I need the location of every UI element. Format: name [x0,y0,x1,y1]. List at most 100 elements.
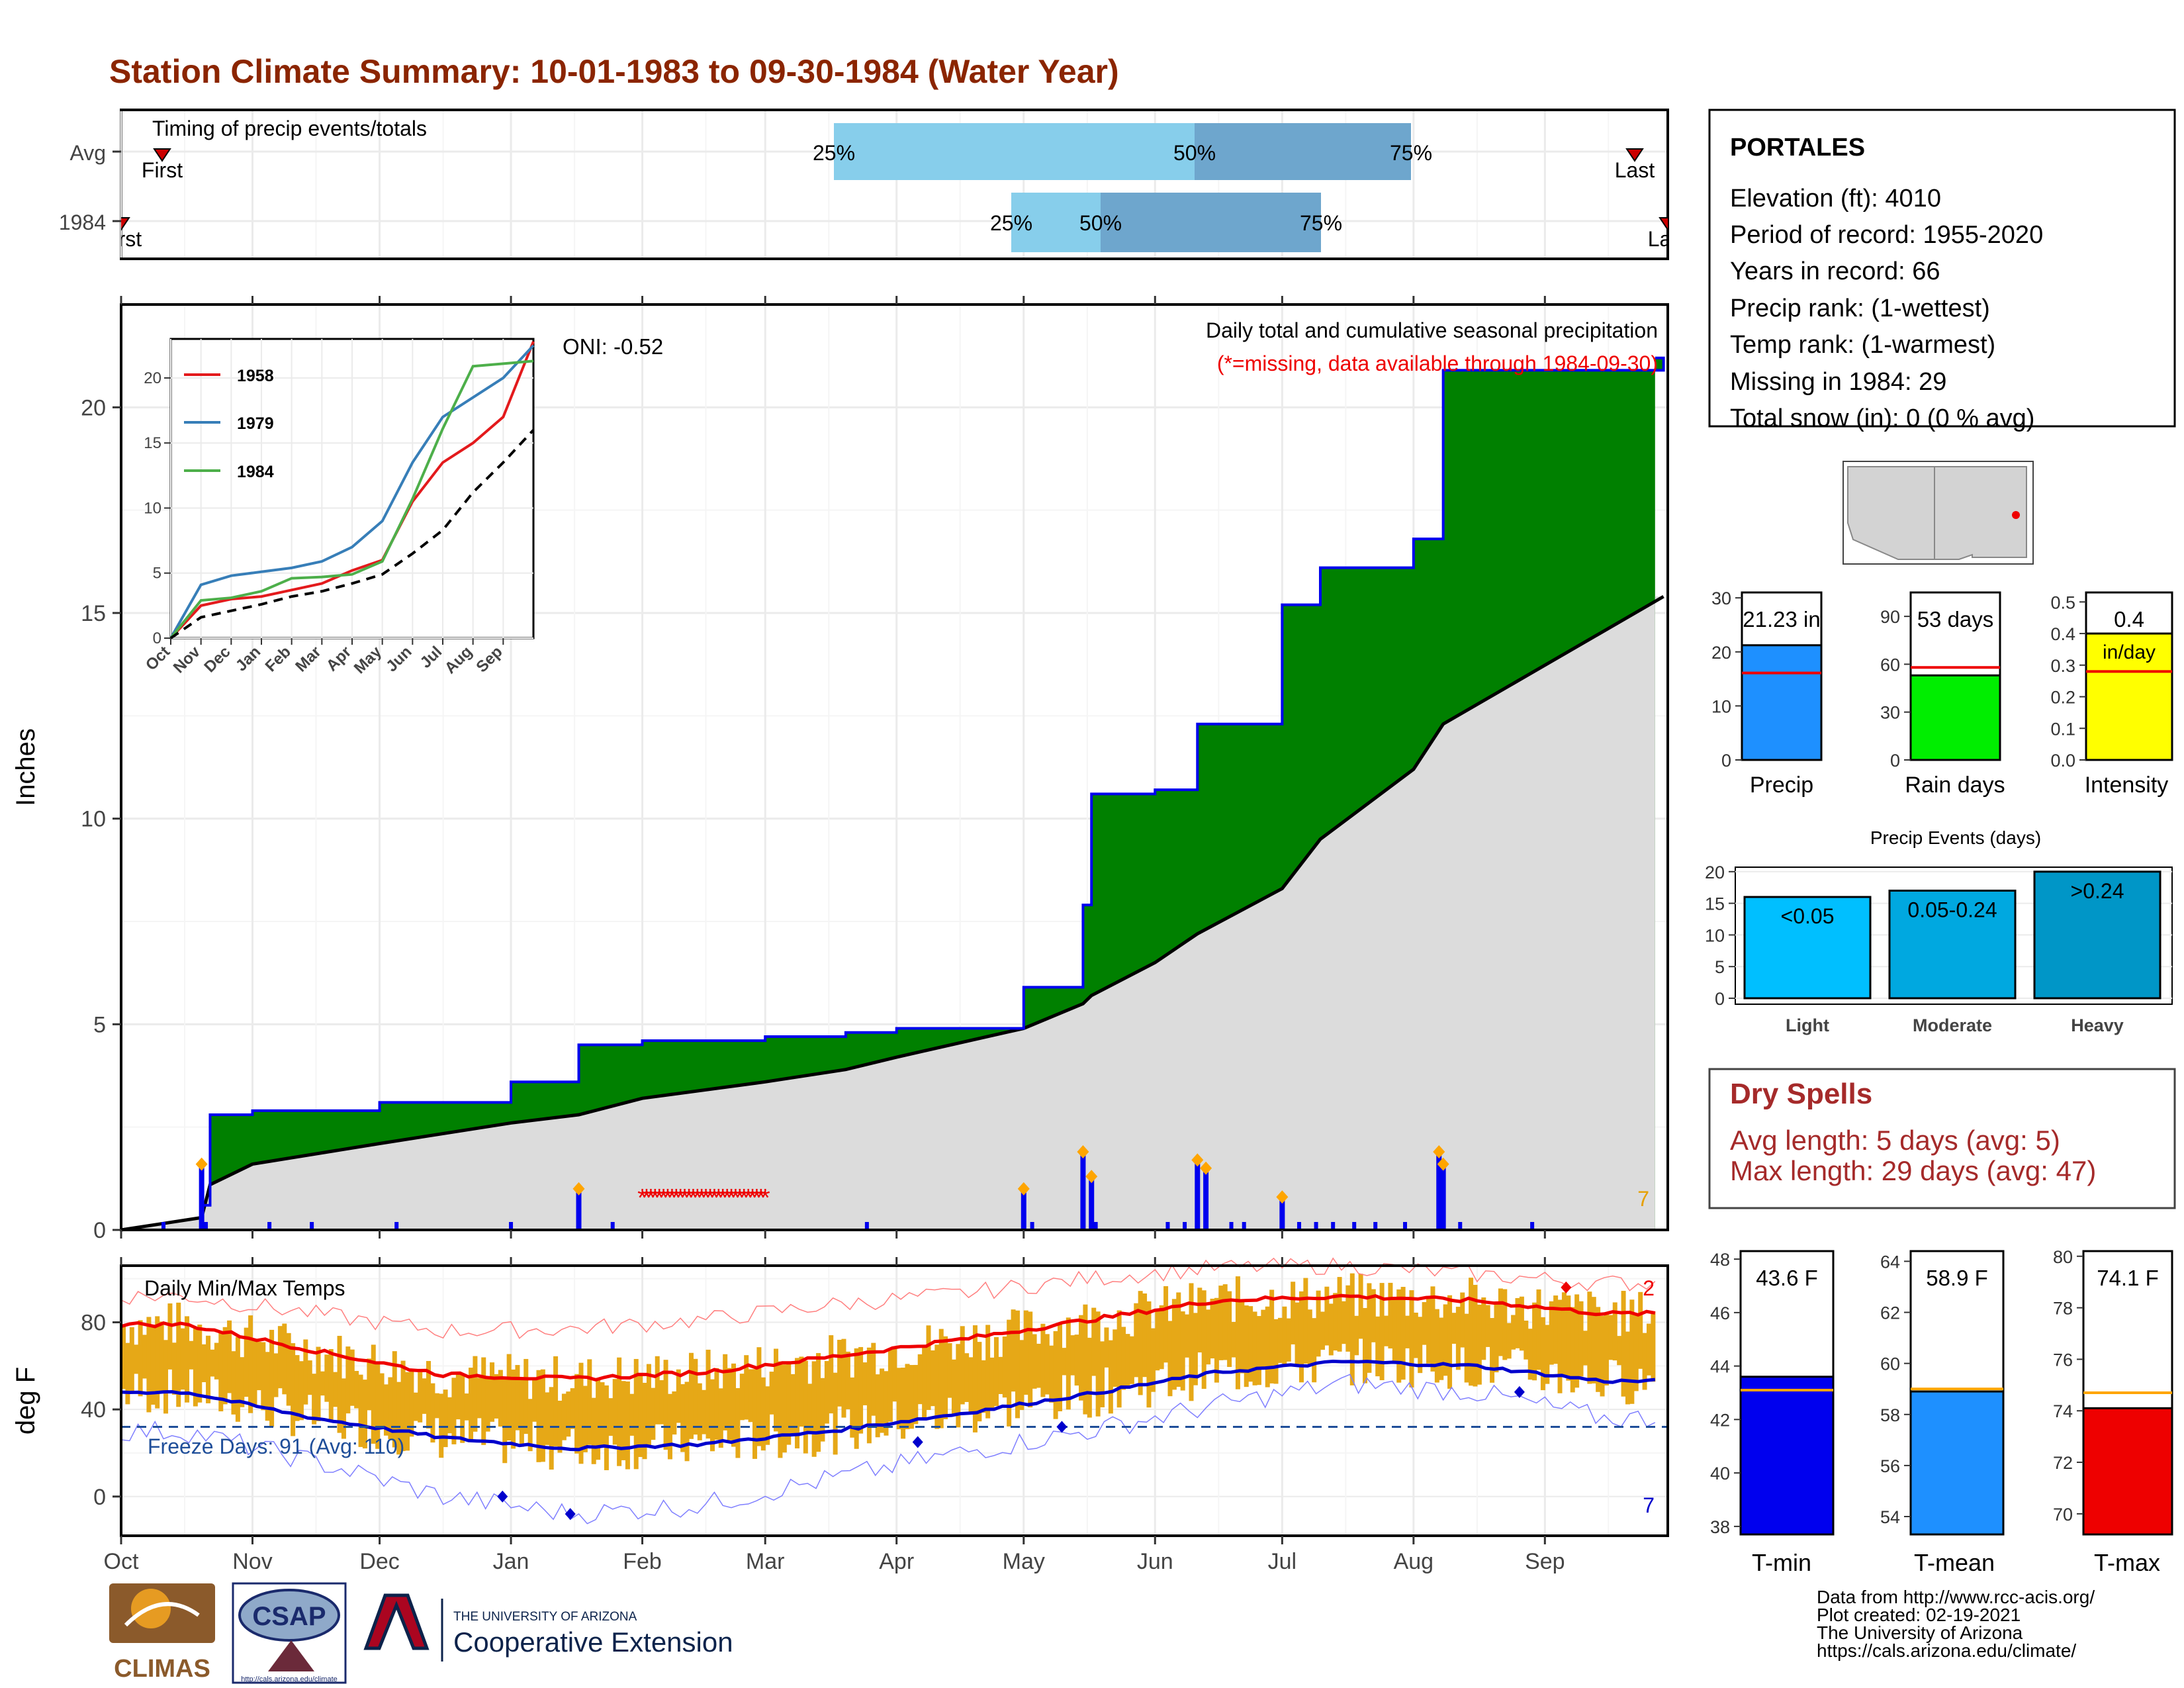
temp-daily-range-bar [765,1386,770,1445]
temp-daily-range-bar [1485,1305,1490,1347]
temp-daily-range-bar [684,1382,690,1462]
temp-daily-range-bar [422,1378,427,1414]
temp-daily-range-bar [718,1388,723,1448]
temp-daily-range-bar [1367,1283,1372,1373]
temp-daily-range-bar [1197,1288,1203,1353]
station-years: Years in record: 66 [1730,258,1940,285]
missing-day-marker: * [688,1184,698,1212]
temp-daily-range-bar [418,1372,423,1423]
y1984-q25-label: 25% [990,211,1032,235]
temp-daily-range-bar [1125,1334,1130,1388]
temp-daily-range-bar [1171,1299,1177,1390]
month-xtick-label: May [1003,1549,1045,1574]
temp-daily-range-bar [570,1388,575,1429]
temp-daily-range-bar [960,1326,965,1405]
tmean-ytick-label: 62 [1880,1303,1900,1323]
events-category-label: Light [1786,1015,1829,1035]
record-low-marker [912,1436,923,1448]
temp-daily-range-bar [1176,1292,1181,1387]
temp-daily-range-bar [739,1374,745,1421]
temp-daily-range-bar [1629,1299,1635,1404]
missing-day-marker: * [739,1184,749,1212]
temp-daily-range-bar [490,1362,495,1422]
temp-daily-range-bar [1265,1306,1270,1387]
events-bar [1743,896,1872,1000]
missing-day-marker: * [727,1184,737,1212]
precip-light-event-bar [1314,1222,1318,1230]
temp-daily-range-bar [1379,1283,1385,1380]
y1984-iqr-lower-box [1011,193,1101,252]
precip-daily-bar-marker [1200,1161,1212,1175]
month-xtick-label: Apr [879,1549,914,1574]
temp-daily-range-bar [748,1369,753,1423]
temp-daily-range-bar [167,1303,173,1370]
temp-daily-range-bar [349,1349,355,1406]
temp-daily-range-bar [536,1370,541,1462]
precip-area-layer [120,356,1665,1232]
temp-daily-range-bar [1426,1296,1432,1364]
temp-daily-range-bar [1515,1297,1520,1348]
temp-daily-range-bar [1291,1282,1296,1344]
raindays-value-bar [1909,674,2001,761]
events-ytick-label: 0 [1715,989,1725,1009]
temp-daily-range-bar [938,1329,944,1429]
temp-daily-range-bar [1167,1321,1173,1397]
inset-ytick-label: 20 [144,369,161,387]
station-info-frame [1708,109,2176,428]
timing-label: Timing of precip events/totals [152,117,427,140]
temp-daily-range-bar [540,1369,545,1462]
avg-last-label: Last [1615,158,1655,182]
temp-ytick-label: 0 [93,1485,106,1510]
precip-daily-bar [1080,1151,1086,1230]
temp-daily-range-bar [557,1400,563,1453]
temp-daily-range-bar [1532,1302,1537,1381]
temp-daily-range-bar [697,1383,702,1440]
precip-ytick-label: 0 [93,1218,106,1243]
avg-max-line [120,1293,1656,1382]
temp-climatology-lines [120,1257,1668,1524]
station-period: Period of record: 1955-2020 [1730,221,2043,249]
temp-daily-range-bar [125,1342,130,1405]
temp-label: Daily Min/Max Temps [144,1276,345,1300]
temp-daily-range-bar [1375,1316,1381,1377]
inset-average-line [169,429,535,639]
temp-daily-range-bar [803,1360,808,1454]
temp-daily-range-bar [1405,1315,1410,1348]
temp-daily-range-bar [121,1325,126,1389]
temp-daily-range-bar [1116,1310,1122,1408]
precip-daily-bar [1195,1160,1201,1230]
temp-daily-range-bar [1070,1335,1075,1376]
temp-daily-range-bar [485,1376,490,1432]
precip-light-event-bar [1331,1222,1336,1230]
temp-daily-range-bar [951,1359,956,1415]
tmax-value-bar [2082,1407,2173,1536]
precip-light-event-bar [394,1222,399,1230]
temp-daily-range-bar [307,1360,312,1395]
dry-spells-avg: Avg length: 5 days (avg: 5) [1730,1125,2060,1156]
temp-daily-range-bar [1189,1283,1194,1401]
temp-daily-range-bar [1642,1333,1647,1390]
temp-daily-range-bar [511,1369,516,1449]
temp-daily-range-bar [193,1329,198,1407]
missing-day-marker: * [748,1184,758,1212]
y1984-q50-label: 50% [1079,211,1122,235]
temp-daily-range-bar [1129,1336,1134,1384]
temp-daily-range-bar [1298,1291,1304,1383]
temp-ylabel: deg F [11,1367,40,1434]
temp-daily-range-bar [1557,1299,1563,1393]
temp-daily-range-bar [244,1327,249,1397]
temp-daily-range-bar [1494,1301,1499,1373]
events-title: Precip Events (days) [1870,827,2041,848]
temp-daily-range-bar [273,1353,279,1397]
temp-daily-range-bar [1578,1301,1584,1377]
footer-line-3: The University of Arizona [1817,1622,2023,1643]
tmin-bar-label: T-min [1752,1549,1811,1576]
temp-daily-range-bar [655,1356,660,1425]
missing-day-marker: * [701,1184,711,1212]
events-category-label: Moderate [1913,1015,1992,1035]
missing-day-marker: * [735,1184,745,1212]
temp-daily-range-bar [816,1353,821,1452]
temp-daily-range-bar [1015,1310,1020,1419]
precip-light-event-bar [864,1222,869,1230]
